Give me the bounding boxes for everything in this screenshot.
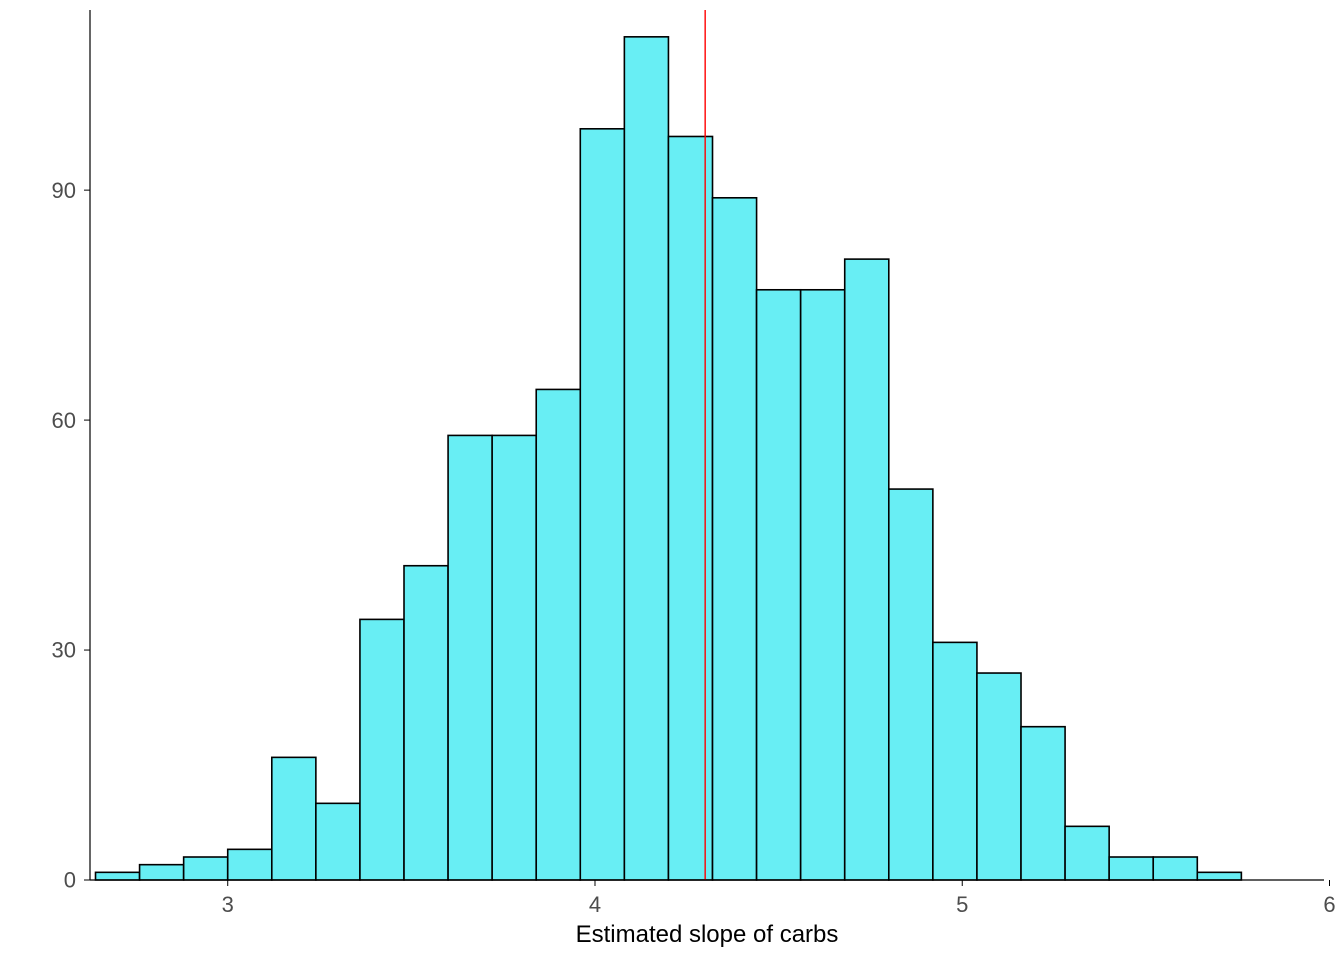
histogram-bar bbox=[580, 129, 624, 880]
histogram-bar bbox=[360, 619, 404, 880]
histogram-bar bbox=[96, 872, 140, 880]
y-tick-label: 60 bbox=[52, 408, 76, 433]
histogram-bar bbox=[801, 290, 845, 880]
x-axis-label: Estimated slope of carbs bbox=[576, 921, 839, 948]
histogram-bar bbox=[933, 642, 977, 880]
histogram-bar bbox=[889, 489, 933, 880]
chart-svg: 34560306090Estimated slope of carbs bbox=[0, 0, 1344, 960]
histogram-bar bbox=[536, 389, 580, 880]
x-tick-label: 6 bbox=[1323, 892, 1335, 917]
histogram-bar bbox=[272, 757, 316, 880]
histogram-bar bbox=[140, 865, 184, 880]
x-tick-label: 3 bbox=[222, 892, 234, 917]
histogram-bar bbox=[184, 857, 228, 880]
histogram-bar bbox=[404, 566, 448, 880]
histogram-bar bbox=[228, 849, 272, 880]
histogram-bar bbox=[845, 259, 889, 880]
histogram-bar bbox=[977, 673, 1021, 880]
x-tick-label: 4 bbox=[589, 892, 601, 917]
histogram-chart: 34560306090Estimated slope of carbs bbox=[0, 0, 1344, 960]
y-tick-label: 90 bbox=[52, 178, 76, 203]
histogram-bar bbox=[1065, 826, 1109, 880]
y-tick-label: 0 bbox=[64, 868, 76, 893]
x-tick-label: 5 bbox=[956, 892, 968, 917]
histogram-bar bbox=[316, 803, 360, 880]
histogram-bar bbox=[668, 136, 712, 880]
histogram-bar bbox=[1021, 727, 1065, 880]
y-tick-label: 30 bbox=[52, 638, 76, 663]
histogram-bar bbox=[492, 435, 536, 880]
histogram-bar bbox=[757, 290, 801, 880]
histogram-bar bbox=[448, 435, 492, 880]
histogram-bar bbox=[1109, 857, 1153, 880]
histogram-bar bbox=[624, 37, 668, 880]
histogram-bar bbox=[713, 198, 757, 880]
histogram-bar bbox=[1153, 857, 1197, 880]
histogram-bar bbox=[1197, 872, 1241, 880]
